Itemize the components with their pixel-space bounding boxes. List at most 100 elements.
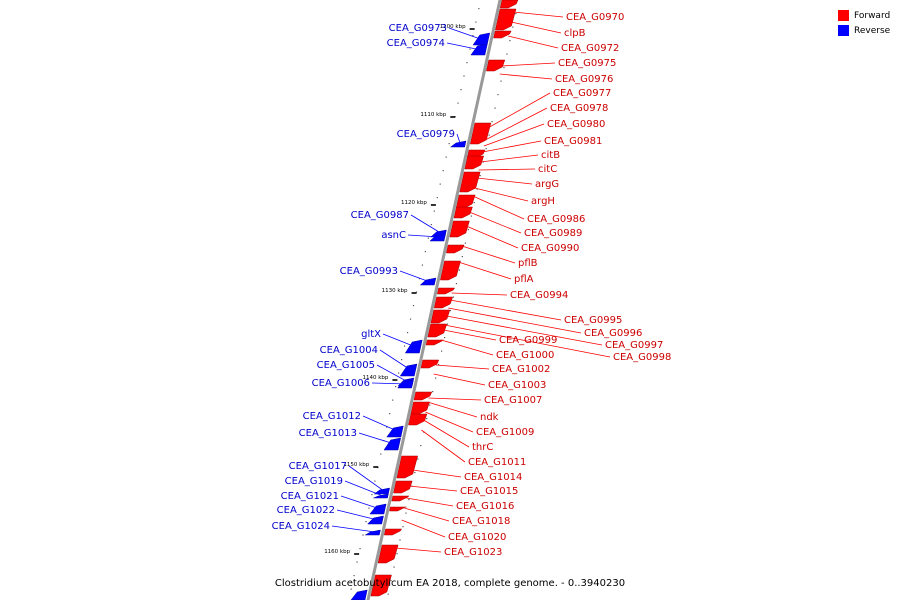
minor-tick	[405, 512, 407, 514]
minor-tick	[436, 197, 438, 199]
forward-gene-label: CEA_G1003	[488, 380, 546, 391]
minor-tick	[452, 296, 455, 298]
minor-tick	[365, 521, 367, 523]
minor-tick	[438, 364, 440, 366]
minor-tick	[476, 188, 478, 190]
forward-gene-leader	[448, 307, 582, 334]
reverse-gene-leader	[399, 270, 431, 283]
forward-gene-label: pflA	[514, 274, 534, 285]
reverse-gene-label: CEA_G0993	[340, 266, 398, 277]
minor-tick	[414, 472, 416, 474]
reverse-gene-label: CEA_G1019	[285, 476, 343, 487]
reverse-gene-box	[369, 503, 387, 515]
minor-tick	[497, 94, 499, 96]
minor-tick	[398, 372, 400, 374]
minor-tick	[458, 269, 461, 271]
minor-tick	[467, 229, 469, 231]
forward-gene-box	[383, 528, 403, 536]
reverse-gene-box	[367, 515, 384, 525]
forward-gene-box	[410, 401, 430, 415]
minor-tick	[479, 175, 481, 177]
minor-tick	[463, 75, 465, 77]
minor-tick	[446, 323, 449, 325]
minor-tick	[427, 237, 429, 239]
reverse-gene-label: CEA_G1004	[320, 345, 378, 356]
forward-gene-box	[495, 8, 517, 31]
forward-gene-label: ndk	[480, 412, 499, 423]
minor-tick	[393, 566, 395, 568]
forward-gene-label: CEA_G0995	[564, 315, 622, 326]
minor-tick	[488, 134, 490, 136]
minor-tick	[390, 580, 392, 582]
minor-tick	[386, 426, 388, 428]
minor-tick	[421, 264, 424, 266]
reverse-gene-label: CEA_G1022	[277, 505, 335, 516]
forward-gene-label: CEA_G0975	[558, 58, 616, 69]
forward-gene-label: citC	[538, 164, 557, 175]
legend-label-reverse: Reverse	[854, 25, 891, 36]
forward-gene-box	[389, 506, 407, 512]
legend-label-forward: Forward	[854, 10, 891, 21]
forward-gene-box	[425, 339, 444, 346]
minor-tick	[475, 21, 477, 23]
legend-item-forward: Forward	[838, 8, 890, 23]
forward-gene-leader	[425, 411, 474, 433]
reverse-gene-label: asnC	[381, 230, 406, 241]
forward-gene-leader	[482, 140, 542, 153]
tick-label: 1160 kbp	[324, 549, 350, 555]
minor-tick	[512, 26, 514, 28]
forward-gene-leader	[433, 373, 486, 386]
forward-gene-label: CEA_G0994	[510, 290, 568, 301]
forward-gene-box	[493, 30, 512, 39]
forward-gene-leader	[423, 419, 470, 448]
forward-gene-leader	[476, 177, 533, 185]
minor-tick	[359, 548, 361, 550]
forward-gene-label: CEA_G0998	[613, 352, 671, 363]
reverse-gene-box	[449, 140, 467, 148]
forward-swatch	[838, 10, 849, 21]
genome-caption: Clostridium acetobutylicum EA 2018, comp…	[274, 578, 626, 589]
minor-tick	[442, 170, 444, 172]
forward-gene-leader	[441, 339, 494, 356]
forward-gene-leader	[406, 497, 454, 507]
reverse-gene-box	[373, 487, 390, 495]
minor-tick	[350, 588, 352, 590]
reverse-gene-label: CEA_G0987	[351, 210, 409, 221]
reverse-gene-leader	[348, 465, 385, 492]
minor-tick	[433, 210, 435, 212]
minor-tick	[420, 445, 422, 447]
legend-item-reverse: Reverse	[838, 23, 890, 38]
forward-gene-label: CEA_G1011	[468, 457, 526, 468]
minor-tick	[448, 143, 450, 145]
forward-gene-box	[455, 194, 476, 209]
minor-tick	[402, 526, 404, 528]
forward-gene-box	[430, 309, 451, 324]
forward-gene-label: CEA_G1000	[496, 350, 554, 361]
reverse-gene-box	[364, 529, 381, 536]
reverse-gene-leader	[336, 509, 378, 521]
reverse-gene-leader	[382, 333, 416, 348]
minor-tick	[473, 202, 475, 204]
forward-gene-leader	[421, 429, 466, 463]
minor-tick	[451, 129, 453, 131]
forward-gene-label: CEA_G0996	[584, 328, 642, 339]
forward-gene-label: CEA_G1014	[464, 472, 522, 483]
minor-tick	[396, 553, 398, 555]
forward-gene-label: CEA_G1020	[448, 532, 506, 543]
reverse-gene-label: CEA_G1006	[312, 378, 370, 389]
minor-tick	[478, 8, 480, 10]
reverse-gene-leader	[407, 234, 440, 238]
forward-gene-leader	[401, 519, 446, 538]
minor-tick	[470, 215, 472, 217]
forward-gene-leader	[511, 21, 562, 34]
minor-tick	[395, 386, 397, 388]
minor-tick	[435, 377, 437, 379]
reverse-gene-leader	[371, 382, 408, 385]
minor-tick	[371, 494, 373, 496]
forward-gene-label: CEA_G1018	[452, 516, 510, 527]
forward-gene-box	[440, 260, 461, 281]
forward-gene-leader	[501, 62, 556, 67]
forward-gene-box	[459, 171, 481, 193]
forward-gene-leader	[449, 299, 562, 321]
